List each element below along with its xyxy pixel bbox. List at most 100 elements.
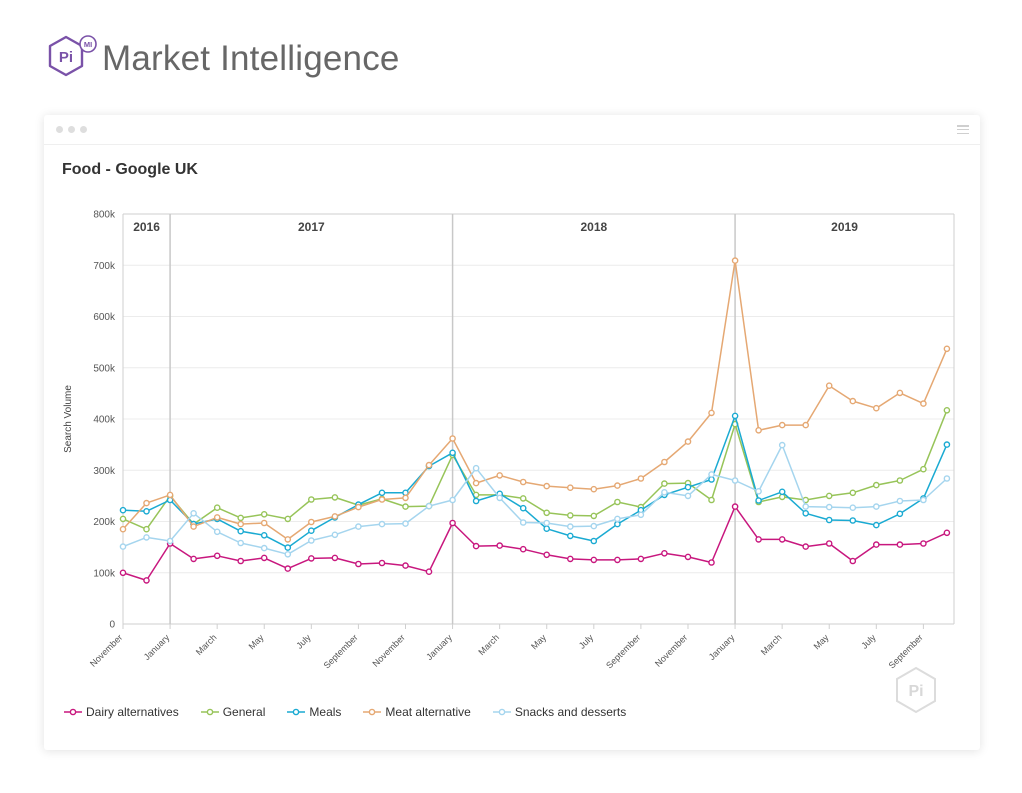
data-point [943,441,951,448]
pi-hexagon-watermark: Pi [896,666,936,714]
data-point [731,477,739,484]
data-point [920,465,927,473]
x-tick-label: July [294,632,313,651]
data-point [637,555,645,563]
data-point [849,397,857,405]
data-point [331,513,339,520]
data-point [825,503,833,511]
series-line [122,444,948,556]
x-tick-label: May [529,632,548,651]
legend-item[interactable]: Meals [287,705,341,719]
data-point [873,404,880,412]
legend-swatch [492,708,511,716]
line-chart: 0 100k 200k 300k 400k 500k 600k 700k 800k 2016 201… [63,210,955,671]
data-point [284,544,292,551]
data-point [614,520,621,528]
data-point [708,471,715,478]
data-point [731,503,739,510]
data-point [849,504,857,512]
data-point [825,492,833,500]
data-point [449,519,456,527]
data-point [378,496,386,503]
data-point [355,560,362,568]
data-point [637,511,645,519]
data-point [119,506,127,514]
legend-item[interactable]: Dairy alternatives [64,705,179,719]
data-point [943,475,951,482]
data-point [755,536,762,543]
x-tick-label: March [759,632,784,657]
window-dot [56,126,63,133]
data-point [307,527,315,535]
data-point [402,520,409,527]
year-band-label: 2018 [580,220,607,234]
data-point [755,487,762,495]
series-dairy [119,503,951,584]
x-tick-label: May [812,632,831,651]
data-point [731,257,739,264]
data-point [143,577,150,584]
data-point [943,345,951,353]
x-tick-label: November [370,632,406,668]
data-point [260,554,268,562]
x-tick-label: May [247,632,266,651]
data-point [213,528,221,536]
data-point [143,507,150,515]
data-point [213,514,221,521]
data-point [755,497,762,504]
data-point [543,482,551,490]
data-point [590,556,598,564]
data-point [849,517,857,524]
data-point [943,406,951,414]
data-point [802,509,810,517]
data-point [896,477,904,484]
data-point [378,520,386,528]
x-tick-label: July [577,632,596,651]
y-axis-label: Search Volume [63,385,74,453]
data-point [260,519,268,527]
data-point [873,503,880,510]
x-tick-label: September [604,632,642,670]
data-point [708,409,715,417]
data-point [402,494,409,502]
legend-item[interactable]: Snacks and desserts [492,705,626,719]
data-point [496,542,504,549]
brand-header: Pi MI Market Intelligence [44,33,400,85]
data-point [873,541,880,548]
data-point [331,554,339,562]
series-line [122,410,948,530]
data-point [661,458,668,466]
hamburger-icon[interactable] [957,125,969,135]
data-point [284,550,292,558]
data-point [519,545,527,553]
y-tick-label: 800k [93,210,116,221]
data-point [825,382,833,390]
y-tick-label: 200k [93,517,116,528]
year-band-label: 2016 [133,220,160,234]
data-point [119,543,127,550]
legend-item[interactable]: Meat alternative [363,705,471,719]
data-point [825,540,833,547]
data-point [825,516,833,524]
data-point [567,523,574,530]
data-point [378,489,386,497]
x-tick-label: March [194,632,219,657]
data-point [519,495,527,502]
watermark-text: Pi [908,683,923,700]
x-tick-label: September [322,632,360,670]
legend-swatch [200,708,219,716]
y-tick-label: 0 [109,620,115,631]
data-point [472,479,480,487]
data-point [213,552,221,560]
data-point [260,531,268,539]
data-point [472,497,480,505]
x-tick-label: January [142,632,172,662]
data-point [543,509,551,517]
data-point [213,504,221,512]
window-bar [44,115,980,145]
chart-legend: Dairy alternatives General Meals Meat alter… [64,705,648,719]
data-point [331,494,339,501]
data-point [190,509,197,517]
legend-item[interactable]: General [200,705,265,719]
data-point [472,542,480,550]
